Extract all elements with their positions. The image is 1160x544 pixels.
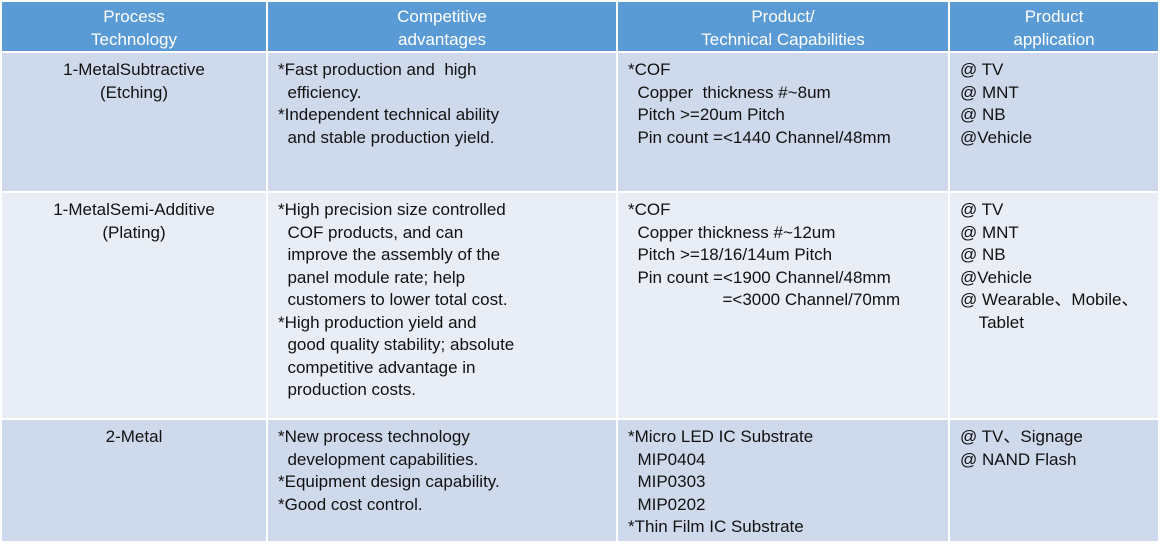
header-product-application: Product application — [948, 0, 1160, 53]
applications-cell: @ TV @ MNT @ NB @Vehicle — [948, 51, 1160, 193]
advantages-cell: *High precision size controlled COF prod… — [266, 191, 618, 420]
process-cell: 1-MetalSubtractive (Etching) — [0, 51, 268, 193]
table-row: 2-Metal *New process technology developm… — [0, 418, 1160, 543]
header-technical-capabilities: Product/ Technical Capabilities — [616, 0, 950, 53]
applications-cell: @ TV @ MNT @ NB @Vehicle @ Wearable、Mobi… — [948, 191, 1160, 420]
applications-cell: @ TV、Signage @ NAND Flash — [948, 418, 1160, 543]
advantages-cell: *New process technology development capa… — [266, 418, 618, 543]
header-competitive-advantages: Competitive advantages — [266, 0, 618, 53]
advantages-cell: *Fast production and high efficiency. *I… — [266, 51, 618, 193]
process-cell: 1-MetalSemi-Additive (Plating) — [0, 191, 268, 420]
capabilities-cell: *COF Copper thickness #~8um Pitch >=20um… — [616, 51, 950, 193]
table-row: 1-MetalSubtractive (Etching) *Fast produ… — [0, 51, 1160, 193]
table-header-row: Process Technology Competitive advantage… — [0, 0, 1160, 53]
table-row: 1-MetalSemi-Additive (Plating) *High pre… — [0, 191, 1160, 420]
capabilities-cell: *COF Copper thickness #~12um Pitch >=18/… — [616, 191, 950, 420]
header-process-technology: Process Technology — [0, 0, 268, 53]
capabilities-cell: *Micro LED IC Substrate MIP0404 MIP0303 … — [616, 418, 950, 543]
process-cell: 2-Metal — [0, 418, 268, 543]
